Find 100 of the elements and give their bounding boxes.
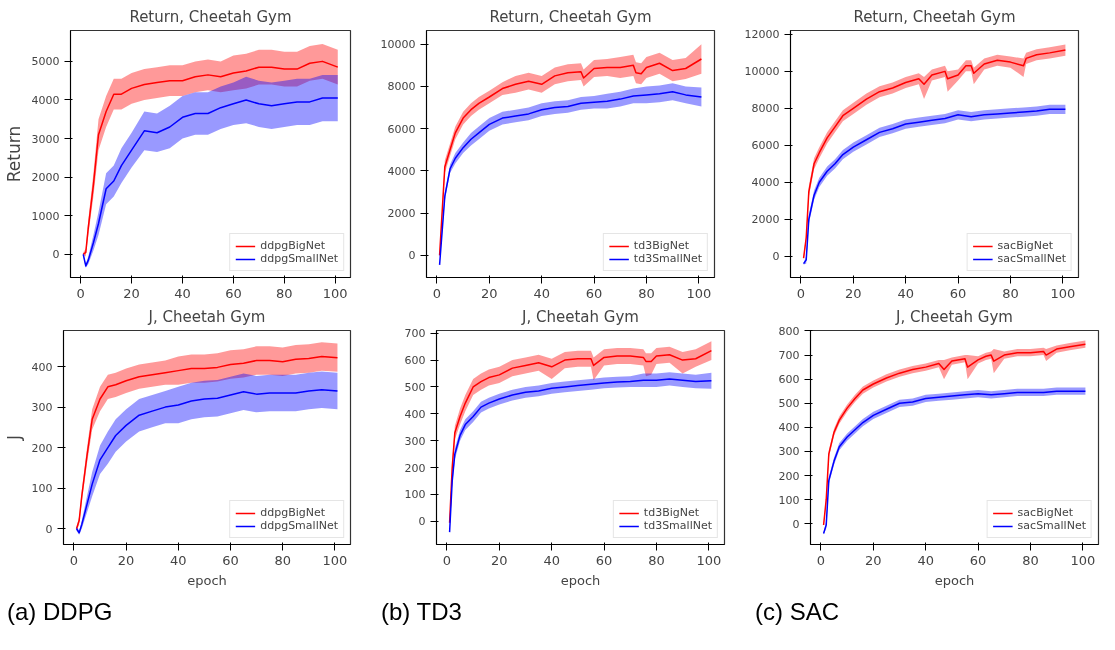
- legend-label: td3SmallNet: [643, 519, 712, 532]
- x-axis-title: epoch: [187, 572, 227, 588]
- x-tick-label: 80: [1022, 552, 1039, 568]
- y-tick-label: 300: [31, 401, 53, 415]
- x-tick-label: 60: [595, 552, 613, 568]
- y-tick-label: 4000: [31, 93, 60, 107]
- y-tick-label: 100: [404, 488, 426, 502]
- y-tick-label: 200: [404, 461, 426, 475]
- x-tick-label: 20: [845, 285, 862, 301]
- y-tick-label: 10000: [380, 38, 416, 52]
- y-tick-label: 600: [404, 354, 426, 368]
- y-axis-title: J: [3, 434, 24, 442]
- y-tick-label: 12000: [744, 28, 780, 42]
- chart-title: J, Cheetah Gym: [521, 307, 639, 326]
- x-tick-label: 60: [969, 552, 987, 568]
- legend-label: ddpgSmallNet: [260, 519, 338, 532]
- legend-label: ddpgBigNet: [260, 506, 326, 519]
- x-tick-label: 0: [76, 285, 85, 301]
- x-tick-label: 100: [322, 285, 348, 301]
- chart-title: J, Cheetah Gym: [147, 307, 266, 326]
- text: (a) DDPG: [7, 597, 113, 627]
- chart-title: Return, Cheetah Gym: [853, 7, 1016, 26]
- chart-title: J, Cheetah Gym: [895, 307, 1013, 326]
- x-tick-label: 40: [174, 285, 191, 301]
- chart-title: Return, Cheetah Gym: [129, 7, 292, 26]
- x-axis-title: epoch: [560, 572, 601, 588]
- legend-label: ddpgBigNet: [260, 239, 326, 252]
- y-tick-label: 4000: [387, 164, 416, 178]
- y-tick-label: 400: [778, 421, 800, 435]
- y-tick-label: 8000: [387, 80, 416, 94]
- y-tick-label: 0: [408, 249, 416, 263]
- legend-label: td3SmallNet: [633, 252, 702, 265]
- x-tick-label: 40: [543, 552, 560, 568]
- y-tick-label: 8000: [751, 102, 780, 116]
- legend-label: sacSmallNet: [997, 252, 1066, 265]
- y-tick-label: 300: [404, 434, 426, 448]
- y-tick-label: 0: [792, 517, 800, 531]
- x-tick-label: 60: [222, 552, 239, 568]
- y-tick-label: 0: [772, 250, 780, 264]
- chart-title: Return, Cheetah Gym: [489, 7, 652, 26]
- y-tick-label: 700: [404, 327, 426, 341]
- y-tick-label: 0: [52, 248, 60, 262]
- legend-label: ddpgSmallNet: [260, 252, 338, 265]
- y-tick-label: 5000: [31, 55, 60, 69]
- y-tick-label: 2000: [751, 213, 780, 227]
- y-tick-label: 1000: [31, 209, 60, 223]
- text: (c) SAC: [755, 597, 839, 627]
- text: (b) TD3: [381, 597, 462, 627]
- y-tick-label: 700: [778, 349, 800, 363]
- x-tick-label: 80: [274, 552, 291, 568]
- x-tick-label: 80: [648, 552, 665, 568]
- x-tick-label: 100: [1070, 552, 1096, 568]
- y-tick-label: 2000: [387, 207, 416, 221]
- x-tick-label: 100: [322, 552, 348, 568]
- y-tick-label: 400: [31, 360, 53, 374]
- x-tick-label: 20: [491, 552, 508, 568]
- y-tick-label: 0: [45, 522, 53, 536]
- x-tick-label: 100: [686, 285, 712, 301]
- y-tick-label: 200: [31, 441, 53, 455]
- y-tick-label: 400: [404, 407, 426, 421]
- x-tick-label: 0: [816, 552, 826, 568]
- y-tick-label: 2000: [31, 171, 60, 185]
- x-tick-label: 60: [585, 285, 603, 301]
- x-tick-label: 60: [949, 285, 967, 301]
- x-tick-label: 100: [1050, 285, 1076, 301]
- x-tick-label: 40: [170, 552, 187, 568]
- y-tick-label: 6000: [751, 139, 780, 153]
- x-tick-label: 0: [432, 285, 442, 301]
- x-tick-label: 100: [696, 552, 722, 568]
- x-tick-label: 20: [481, 285, 498, 301]
- y-tick-label: 100: [31, 482, 53, 496]
- x-tick-label: 80: [1002, 285, 1019, 301]
- legend-label: td3BigNet: [633, 239, 690, 252]
- x-tick-label: 20: [123, 285, 140, 301]
- y-axis-title: Return: [3, 125, 24, 183]
- y-tick-label: 0: [418, 515, 426, 529]
- y-tick-label: 600: [778, 373, 800, 387]
- y-tick-label: 100: [778, 493, 800, 507]
- x-tick-label: 60: [225, 285, 242, 301]
- legend-label: td3BigNet: [643, 506, 700, 519]
- legend-label: sacSmallNet: [1017, 519, 1086, 532]
- y-tick-label: 10000: [744, 65, 780, 79]
- y-tick-label: 6000: [387, 122, 416, 136]
- y-tick-label: 800: [778, 324, 800, 338]
- y-tick-label: 500: [404, 380, 426, 394]
- legend-label: sacBigNet: [997, 239, 1054, 252]
- x-tick-label: 80: [276, 285, 293, 301]
- y-tick-label: 300: [778, 445, 800, 459]
- y-tick-label: 200: [778, 469, 800, 483]
- y-tick-label: 4000: [751, 176, 780, 190]
- y-tick-label: 3000: [31, 132, 60, 146]
- x-tick-label: 80: [638, 285, 655, 301]
- x-tick-label: 40: [897, 285, 914, 301]
- x-tick-label: 40: [917, 552, 934, 568]
- x-tick-label: 0: [442, 552, 452, 568]
- x-tick-label: 20: [865, 552, 882, 568]
- x-tick-label: 0: [69, 552, 79, 568]
- x-axis-title: epoch: [934, 572, 975, 588]
- y-tick-label: 500: [778, 397, 800, 411]
- x-tick-label: 20: [117, 552, 135, 568]
